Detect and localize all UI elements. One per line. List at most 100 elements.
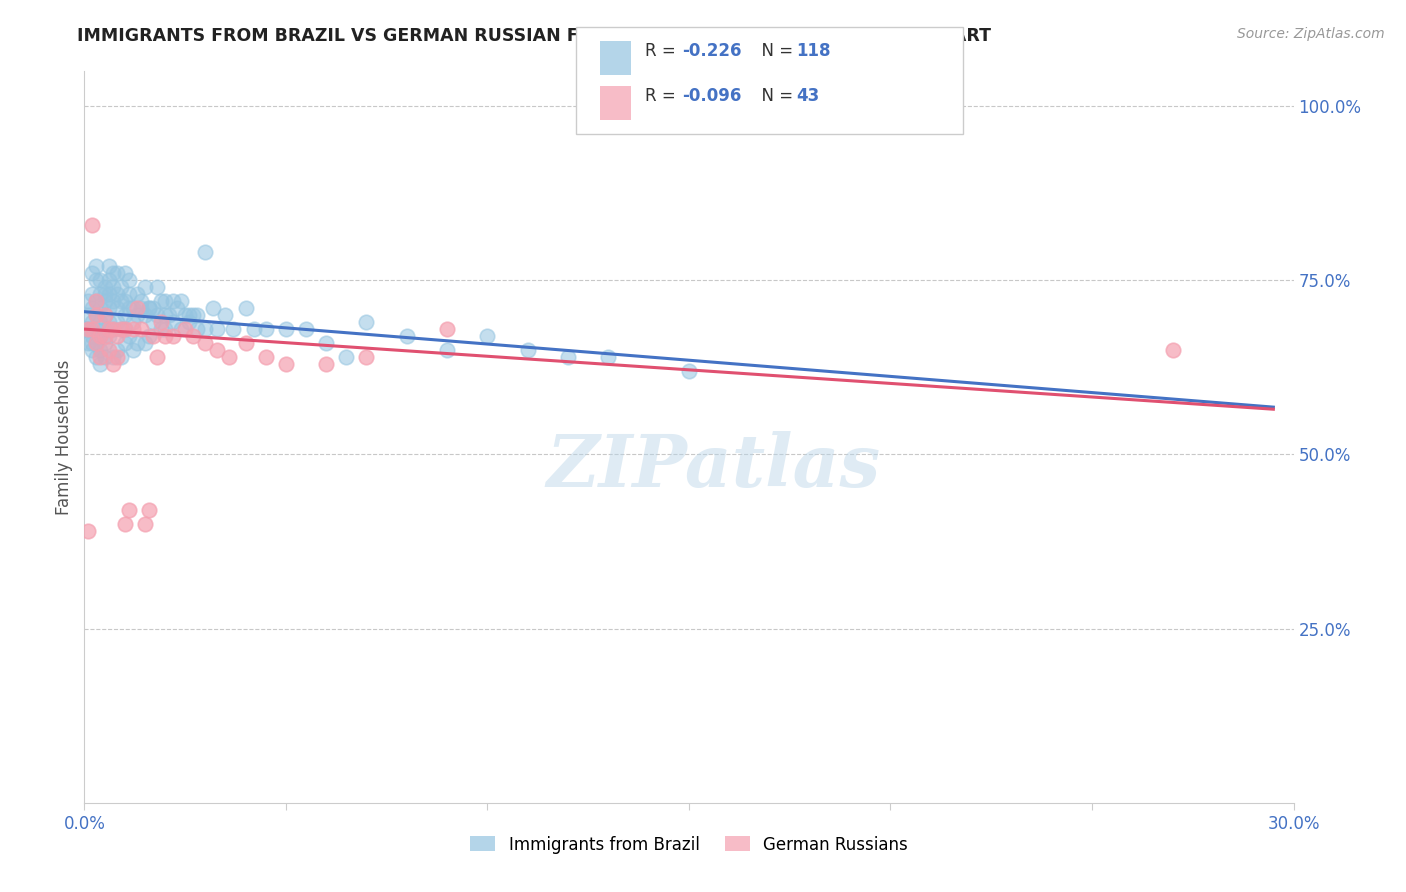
Point: [114, 308, 136, 322]
Point: [114, 336, 136, 351]
Point: [77, 322, 100, 336]
Point: [129, 294, 152, 309]
Point: [93, 308, 115, 322]
Point: [89, 301, 111, 316]
Point: [114, 266, 136, 280]
Point: [77, 322, 100, 336]
Point: [153, 322, 176, 336]
Point: [105, 266, 128, 280]
Point: [315, 357, 337, 371]
Point: [162, 315, 184, 329]
Point: [162, 294, 184, 309]
Point: [105, 329, 128, 343]
Point: [170, 322, 193, 336]
Point: [114, 294, 136, 309]
Point: [82, 343, 104, 357]
Point: [295, 322, 318, 336]
Point: [134, 280, 156, 294]
Y-axis label: Family Households: Family Households: [55, 359, 73, 515]
Text: 118: 118: [796, 42, 831, 60]
Point: [516, 343, 538, 357]
Point: [166, 301, 188, 316]
Point: [101, 280, 124, 294]
Point: [82, 336, 104, 351]
Point: [89, 329, 111, 343]
Point: [157, 308, 180, 322]
Point: [93, 294, 115, 309]
Point: [101, 322, 124, 336]
Point: [86, 294, 108, 309]
Point: [194, 322, 217, 336]
Point: [134, 336, 156, 351]
Point: [93, 350, 115, 364]
Point: [274, 322, 297, 336]
Point: [86, 322, 108, 336]
Point: [89, 350, 111, 364]
Point: [86, 308, 108, 322]
Point: [110, 322, 132, 336]
Point: [202, 301, 225, 316]
Text: -0.226: -0.226: [682, 42, 741, 60]
Point: [235, 301, 257, 316]
Point: [121, 322, 143, 336]
Point: [86, 336, 108, 351]
Point: [218, 350, 240, 364]
Point: [77, 336, 100, 351]
Point: [101, 350, 124, 364]
Point: [170, 294, 193, 309]
Point: [114, 517, 136, 532]
Point: [118, 503, 141, 517]
Point: [477, 329, 499, 343]
Point: [89, 329, 111, 343]
Point: [121, 315, 143, 329]
Point: [186, 322, 208, 336]
Point: [242, 322, 264, 336]
Point: [97, 343, 120, 357]
Point: [118, 287, 141, 301]
Point: [89, 287, 111, 301]
Point: [86, 350, 108, 364]
Point: [97, 329, 120, 343]
Point: [125, 301, 148, 316]
Point: [129, 322, 152, 336]
Point: [186, 308, 208, 322]
Point: [315, 336, 337, 351]
Point: [89, 315, 111, 329]
Point: [121, 343, 143, 357]
Point: [77, 524, 100, 538]
Point: [105, 343, 128, 357]
Point: [149, 294, 172, 309]
Point: [97, 287, 120, 301]
Point: [179, 315, 201, 329]
Point: [142, 315, 165, 329]
Text: N =: N =: [751, 87, 799, 104]
Point: [89, 357, 111, 371]
Point: [149, 315, 172, 329]
Point: [129, 301, 152, 316]
Point: [82, 315, 104, 329]
Point: [138, 301, 160, 316]
Point: [93, 336, 115, 351]
Point: [1161, 343, 1184, 357]
Point: [97, 301, 120, 316]
Point: [138, 301, 160, 316]
Point: [89, 273, 111, 287]
Point: [125, 308, 148, 322]
Point: [82, 301, 104, 316]
Point: [105, 301, 128, 316]
Text: N =: N =: [751, 42, 799, 60]
Text: R =: R =: [645, 42, 682, 60]
Point: [118, 329, 141, 343]
Point: [82, 266, 104, 280]
Point: [82, 322, 104, 336]
Point: [97, 273, 120, 287]
Point: [153, 308, 176, 322]
Point: [142, 301, 165, 316]
Point: [86, 308, 108, 322]
Point: [86, 260, 108, 274]
Point: [97, 260, 120, 274]
Point: [153, 294, 176, 309]
Point: [101, 322, 124, 336]
Point: [146, 280, 169, 294]
Point: [105, 287, 128, 301]
